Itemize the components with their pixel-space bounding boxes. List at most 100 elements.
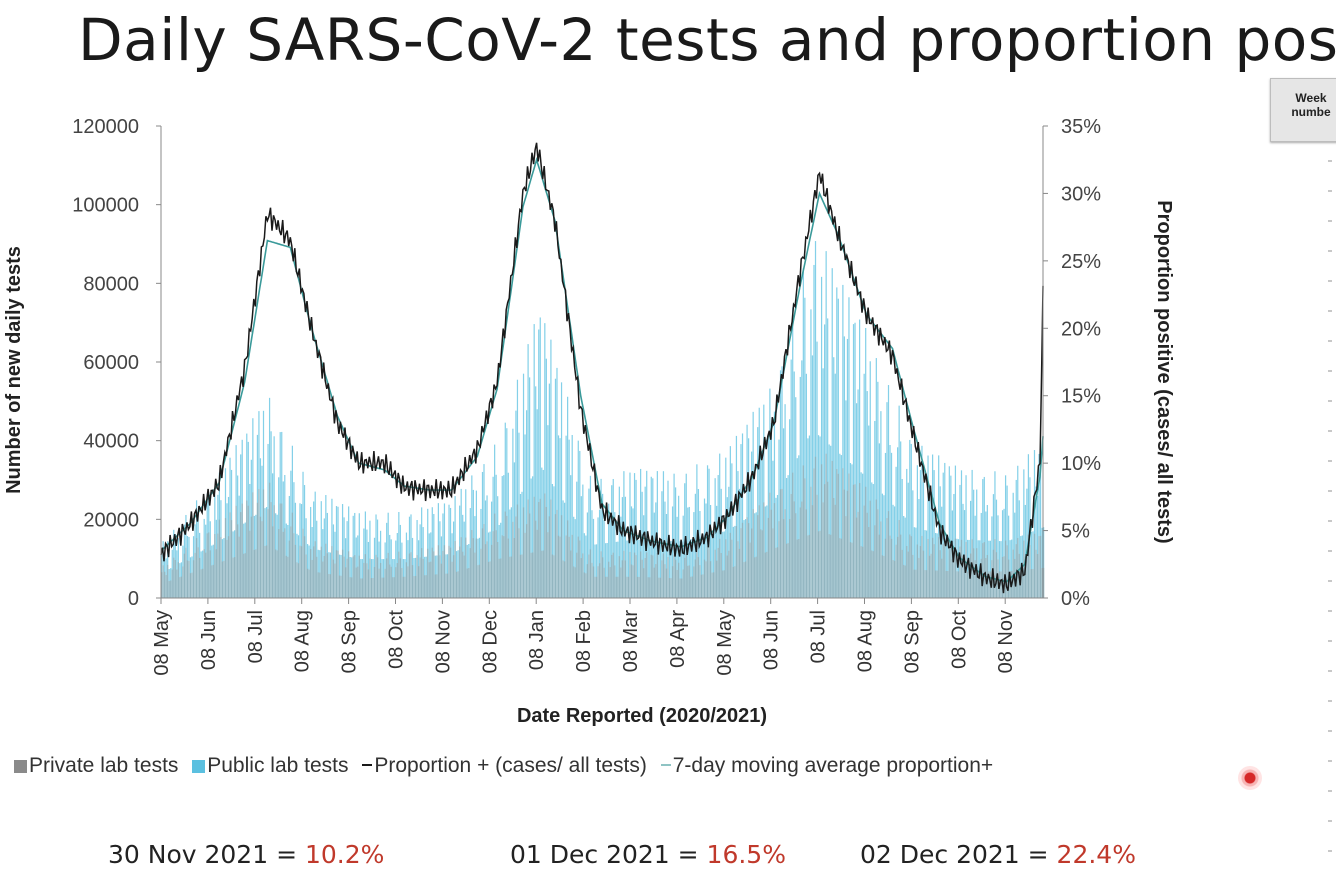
private-lab-tests-bar [735,526,738,598]
private-lab-tests-bar [322,561,324,598]
private-lab-tests-bar [918,557,920,598]
private-lab-tests-bar [510,556,512,598]
private-lab-tests-bar [370,578,373,598]
private-lab-tests-bar [878,534,880,598]
private-lab-tests-bar [414,575,417,598]
private-lab-tests-bar [820,464,823,598]
public-lab-tests-bar [781,366,783,598]
public-lab-tests-bar [819,436,821,598]
public-lab-tests-bar [892,504,894,598]
private-lab-tests-bar [906,545,908,598]
public-lab-tests-bar [928,496,931,598]
private-lab-tests-bar [708,547,710,598]
public-lab-tests-bar [825,251,827,598]
private-lab-tests-bar [1033,533,1036,598]
x-tick-label: 08 May [151,610,173,676]
private-lab-tests-bar [681,578,683,598]
public-lab-tests-bar [643,515,645,598]
private-lab-tests-bar [538,502,540,598]
private-lab-tests-bar [313,546,315,598]
public-lab-tests-bar [612,478,614,598]
y-tick-label: 20000 [83,509,139,531]
private-lab-tests-bar [941,558,943,598]
private-lab-tests-bar [811,505,814,598]
private-lab-tests-bar [746,517,748,598]
public-lab-tests-bar [980,512,982,598]
public-lab-tests-bar [512,428,514,598]
private-lab-tests-bar [643,568,645,598]
private-lab-tests-bar [798,539,800,598]
public-lab-tests-bar [872,484,874,598]
private-lab-tests-bar [752,509,754,598]
private-lab-tests-bar [644,557,646,598]
public-lab-tests-bar [542,469,544,598]
slide-title: Daily SARS-CoV-2 tests and proportion po… [78,6,1336,74]
public-lab-tests-bar [655,502,657,598]
public-lab-tests-bar [571,435,573,598]
private-lab-tests-bar [623,550,625,598]
private-lab-tests-bar [364,554,366,598]
private-lab-tests-bar [725,539,727,598]
private-lab-tests-bar [262,489,265,598]
legend-label-proportion: Proportion + (cases/ all tests) [374,754,647,777]
public-lab-tests-bar [746,424,748,598]
public-lab-tests-bar [991,516,993,598]
private-lab-tests-bar [197,547,199,598]
public-lab-tests-bar [948,466,950,598]
public-lab-tests-bar [910,443,912,598]
private-lab-tests-bar [659,577,662,598]
public-lab-tests-bar [609,517,611,598]
private-lab-tests-bar [621,560,623,598]
private-lab-tests-bar [203,549,205,598]
private-lab-tests-bar [974,560,976,598]
public-lab-tests-bar [883,495,885,598]
legend-item-proportion: Proportion + (cases/ all tests) [362,754,647,777]
public-lab-tests-bar [877,381,879,598]
public-lab-tests-bar [927,455,929,598]
private-lab-tests-bar [504,511,506,598]
private-lab-tests-bar [238,536,240,598]
public-lab-tests-bar [1012,492,1014,598]
private-lab-tests-bar [559,536,561,598]
public-lab-tests-bar [522,373,525,598]
private-lab-tests-bar [360,578,362,598]
private-lab-tests-bar [244,553,246,598]
public-lab-tests-bar [936,533,938,598]
y-tick-label: 120000 [72,116,139,138]
private-lab-tests-bar [264,546,266,598]
private-lab-tests-bar [439,555,441,598]
pointer-cursor-icon [1238,766,1262,790]
private-lab-tests-bar [395,567,397,598]
private-lab-tests-bar [416,555,418,598]
public-lab-tests-bar [959,484,961,598]
private-lab-tests-bar [469,548,471,598]
private-lab-tests-bar [500,558,502,598]
private-lab-tests-bar [338,575,341,598]
private-lab-tests-bar [475,538,477,598]
public-lab-tests-bar [706,465,709,598]
public-lab-tests-bar [778,439,780,598]
private-lab-tests-bar [478,564,481,598]
public-lab-tests-bar [787,475,789,598]
public-lab-tests-bar [941,506,943,598]
private-lab-tests-bar [351,577,353,598]
private-lab-tests-bar [282,531,284,598]
private-lab-tests-bar [471,530,473,598]
public-lab-tests-bar [618,486,620,598]
public-lab-tests-bar [947,536,949,598]
private-lab-tests-bar [390,566,392,598]
private-lab-tests-bar [942,543,944,598]
public-lab-tests-bar [976,489,978,598]
private-lab-tests-bar [250,516,252,598]
public-lab-tests-bar [524,434,526,598]
private-lab-tests-bar [424,575,426,598]
y-axis-title: Number of new daily tests [3,246,25,494]
private-lab-tests-bar [764,552,766,598]
private-lab-tests-bar [848,473,850,598]
private-lab-tests-bar [1021,569,1023,598]
y-tick-label: 100000 [72,195,139,217]
public-lab-tests-bar [568,439,570,598]
public-lab-tests-bar [796,458,798,598]
private-lab-tests-bar [947,570,949,598]
public-lab-tests-bar [653,512,655,598]
